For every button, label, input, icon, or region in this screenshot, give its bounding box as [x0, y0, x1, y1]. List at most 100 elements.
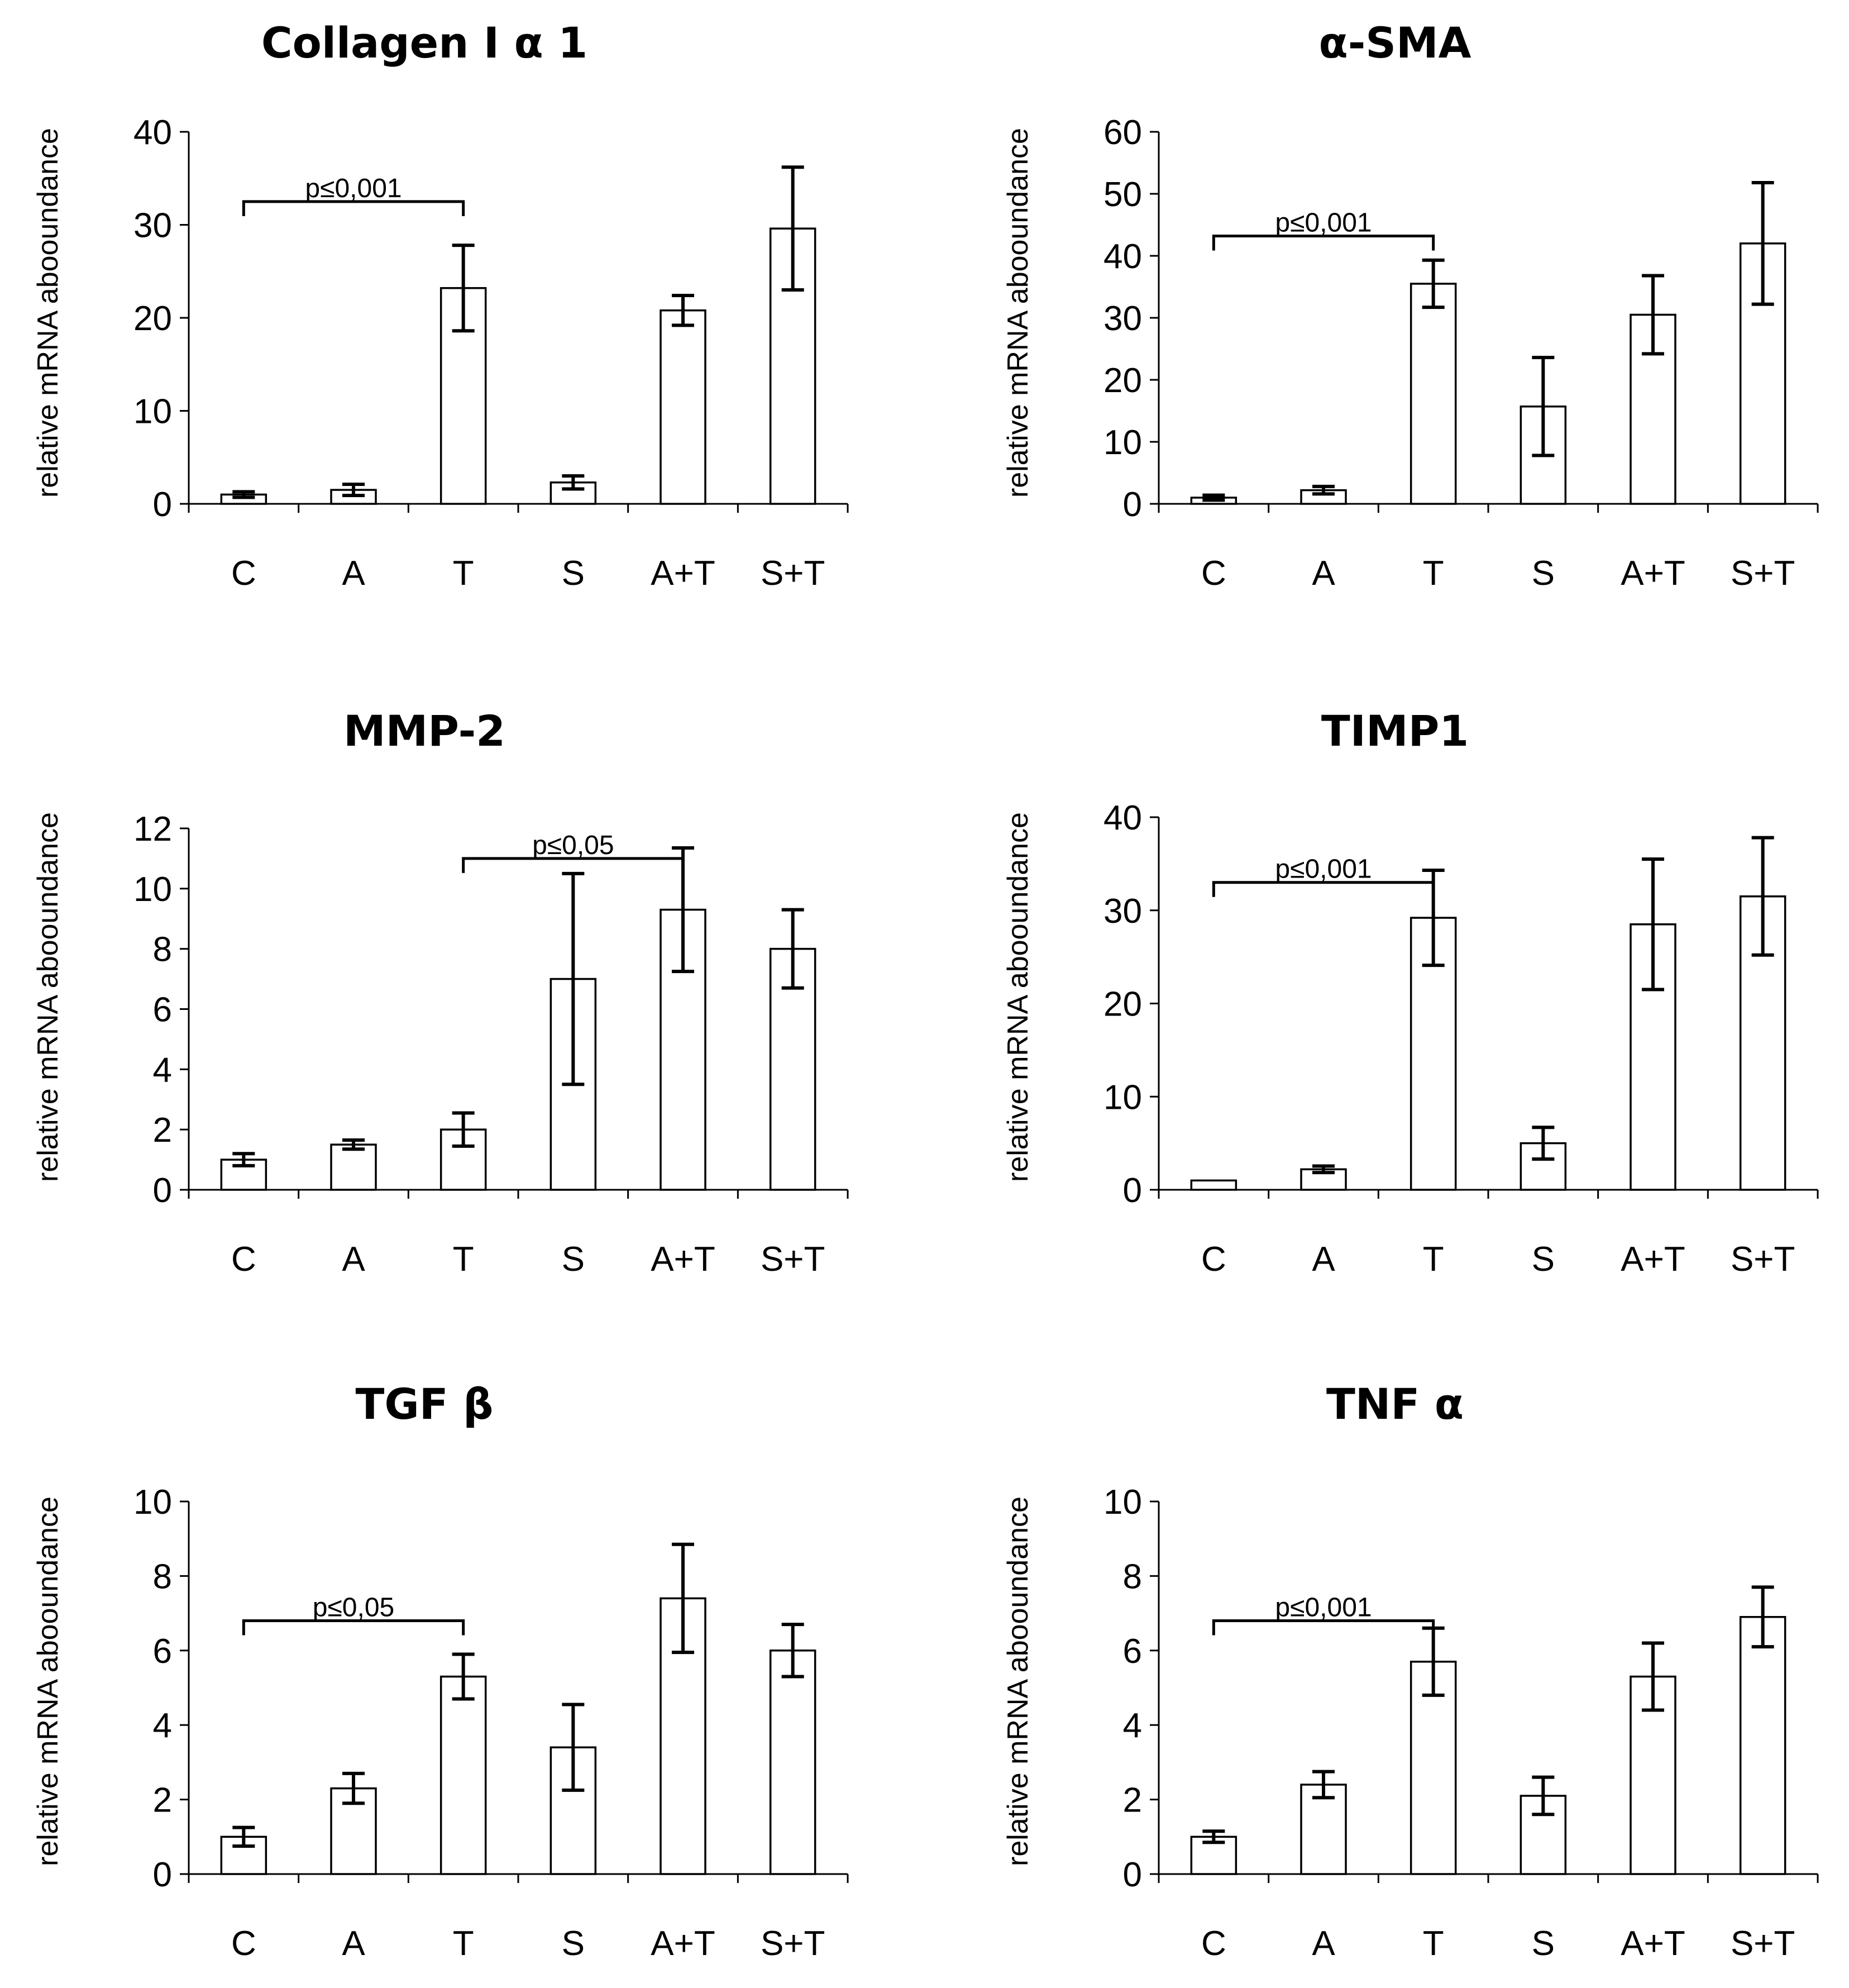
- y-tick-label: 0: [1123, 1171, 1142, 1210]
- category-label: A: [1312, 1240, 1335, 1279]
- category-label: A+T: [651, 1924, 715, 1963]
- panel-title: TIMP1: [1321, 706, 1469, 756]
- bar: [1410, 1661, 1457, 1875]
- panel-timp1: TIMP1 relative mRNA abooundance 0 10 20 30 4…: [1002, 706, 1819, 1279]
- y-tick-label: 0: [153, 1171, 172, 1210]
- category-label: A: [1312, 554, 1335, 593]
- y-tick-label: 10: [133, 870, 172, 909]
- significance-label: p≤0,001: [305, 174, 402, 203]
- category-label: S: [562, 1924, 585, 1963]
- plot-alpha-sma: 0 10 20 30 40 50 60 C A T S A+T S+T p≤0,001: [1103, 113, 1819, 593]
- panel-tgf-beta: TGF β relative mRNA abooundance 0 2 4 6 8 10 C…: [32, 1379, 849, 1963]
- y-tick-label: 12: [133, 810, 172, 848]
- significance-bracket: [1212, 234, 1435, 251]
- category-label: T: [1423, 554, 1444, 593]
- category-label: A: [342, 1240, 365, 1279]
- panel-alpha-sma: α-SMA relative mRNA abooundance 0 10 20 30 4…: [1002, 18, 1819, 593]
- category-label: C: [1201, 1924, 1226, 1963]
- y-tick-label: 30: [1103, 892, 1142, 931]
- y-tick-label: 10: [1103, 1483, 1142, 1522]
- y-axis-label: relative mRNA abooundance: [1002, 812, 1034, 1182]
- panel-tnf-alpha: TNF α relative mRNA abooundance 0 2 4 6 8 10 C…: [1002, 1379, 1819, 1963]
- category-label: T: [1423, 1240, 1444, 1279]
- y-tick-label: 4: [153, 1706, 172, 1745]
- category-label: S: [562, 554, 585, 593]
- y-tick-label: 30: [133, 207, 172, 245]
- category-label: T: [453, 1240, 474, 1279]
- significance-label: p≤0,001: [1275, 1593, 1372, 1622]
- significance-label: p≤0,001: [1275, 855, 1372, 884]
- panel-title: TNF α: [1326, 1379, 1464, 1429]
- bar: [660, 309, 706, 505]
- y-tick-label: 10: [1103, 423, 1142, 462]
- category-label: S+T: [761, 554, 825, 593]
- significance-label: p≤0,001: [1275, 208, 1372, 237]
- significance-bracket: [1212, 881, 1435, 897]
- category-label: C: [231, 1924, 256, 1963]
- y-axis-label: relative mRNA abooundance: [32, 812, 64, 1182]
- y-tick-label: 40: [133, 113, 172, 152]
- y-tick-label: 40: [1103, 237, 1142, 276]
- y-axis-label: relative mRNA abooundance: [1002, 1496, 1034, 1866]
- y-tick-label: 4: [1123, 1706, 1142, 1745]
- plot-timp1: 0 10 20 30 40 C A T S A+T S+T p≤0,001: [1103, 799, 1819, 1279]
- category-label: A+T: [1621, 1240, 1685, 1279]
- bar: [769, 1649, 816, 1875]
- y-tick-label: 60: [1103, 113, 1142, 152]
- y-tick-label: 40: [1103, 799, 1142, 837]
- y-tick-label: 4: [153, 1051, 172, 1089]
- category-label: S+T: [761, 1924, 825, 1963]
- category-label: C: [1201, 554, 1226, 593]
- panel-mmp2: MMP-2 relative mRNA abooundance 0 2 4 6 8 10 1…: [32, 706, 849, 1279]
- bar: [550, 481, 597, 505]
- category-label: A: [342, 554, 365, 593]
- y-tick-label: 20: [133, 299, 172, 338]
- plot-tgf-beta: 0 2 4 6 8 10 C A T S A+T S+T p≤0,05: [133, 1483, 849, 1963]
- bar: [330, 1143, 377, 1191]
- plot-collagen: 0 10 20 30 40 C A T S A+T S+T p≤0,001: [133, 113, 849, 593]
- y-axis-label: relative mRNA abooundance: [32, 1496, 64, 1866]
- category-label: C: [231, 554, 256, 593]
- category-label: S+T: [1731, 1924, 1795, 1963]
- y-tick-label: 0: [153, 485, 172, 524]
- category-label: A+T: [1621, 1924, 1685, 1963]
- significance-bracket: [242, 1619, 465, 1636]
- significance-label: p≤0,05: [532, 831, 614, 860]
- category-label: S: [562, 1240, 585, 1279]
- y-axis-label: relative mRNA abooundance: [32, 128, 64, 498]
- panel-title: Collagen I α 1: [261, 18, 587, 68]
- bar: [1410, 283, 1457, 505]
- category-label: A+T: [651, 1240, 715, 1279]
- bar: [1300, 1784, 1347, 1875]
- category-label: A: [342, 1924, 365, 1963]
- y-tick-label: 0: [1123, 485, 1142, 524]
- panel-title: MMP-2: [343, 706, 505, 756]
- category-label: A+T: [651, 554, 715, 593]
- y-tick-label: 6: [153, 991, 172, 1029]
- y-axis-label: relative mRNA abooundance: [1002, 128, 1034, 498]
- category-label: S+T: [1731, 554, 1795, 593]
- category-label: A: [1312, 1924, 1335, 1963]
- y-tick-label: 50: [1103, 175, 1142, 214]
- significance-bracket: [1212, 1619, 1435, 1636]
- y-tick-label: 8: [153, 931, 172, 969]
- y-tick-label: 8: [153, 1557, 172, 1596]
- panel-title: TGF β: [356, 1379, 494, 1429]
- y-tick-label: 2: [153, 1781, 172, 1820]
- plot-mmp2: 0 2 4 6 8 10 12 C A T S A+T S+T p≤0,05: [133, 810, 849, 1279]
- y-tick-label: 8: [1123, 1557, 1142, 1596]
- panel-collagen: Collagen I α 1 relative mRNA abooundance…: [32, 18, 849, 593]
- panel-title: α-SMA: [1319, 18, 1471, 68]
- y-tick-label: 10: [1103, 1078, 1142, 1117]
- y-tick-label: 2: [153, 1111, 172, 1150]
- category-label: C: [1201, 1240, 1226, 1279]
- category-label: S: [1532, 554, 1555, 593]
- category-label: A+T: [1621, 554, 1685, 593]
- category-label: S: [1532, 1240, 1555, 1279]
- category-label: T: [453, 554, 474, 593]
- significance-label: p≤0,05: [313, 1593, 394, 1622]
- y-tick-label: 10: [133, 1483, 172, 1522]
- y-tick-label: 6: [1123, 1632, 1142, 1671]
- y-tick-label: 0: [153, 1856, 172, 1894]
